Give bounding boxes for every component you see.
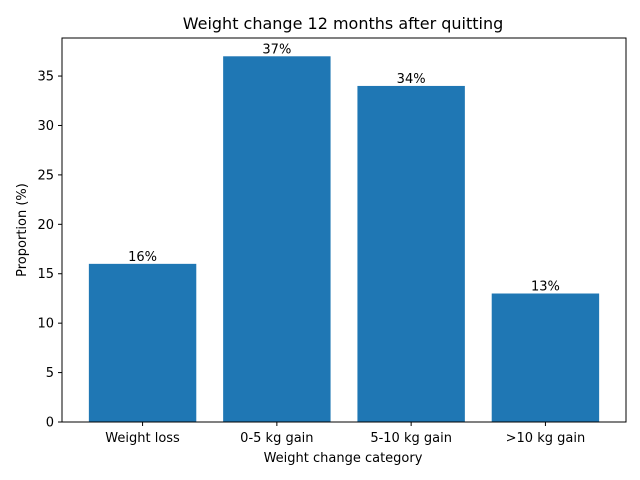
y-axis-ticks: 0 5 10 15 20 25 30 35 xyxy=(37,70,62,431)
y-tick-label-3: 15 xyxy=(37,267,54,282)
data-label-3: 13% xyxy=(531,280,560,295)
bar-1 xyxy=(223,56,331,422)
x-tick-label-0: Weight loss xyxy=(105,431,180,446)
y-axis-label: Proportion (%) xyxy=(15,183,30,277)
x-axis-label: Weight change category xyxy=(264,451,423,466)
data-labels-layer: 16% 37% 34% 13% xyxy=(128,42,560,294)
chart-title: Weight change 12 months after quitting xyxy=(183,14,504,33)
data-label-2: 34% xyxy=(397,72,426,87)
y-tick-label-4: 20 xyxy=(37,218,54,233)
data-label-1: 37% xyxy=(262,42,291,57)
data-label-0: 16% xyxy=(128,250,157,265)
bar-3 xyxy=(491,293,600,422)
x-axis-ticks: Weight loss 0-5 kg gain 5-10 kg gain >10 kg… xyxy=(105,422,585,446)
x-tick-label-2: 5-10 kg gain xyxy=(370,431,452,446)
y-tick-label-2: 10 xyxy=(37,317,54,332)
y-tick-label-5: 25 xyxy=(37,168,54,183)
y-tick-label-1: 5 xyxy=(46,366,54,381)
bars-layer xyxy=(88,56,600,422)
x-tick-label-3: >10 kg gain xyxy=(506,431,586,446)
bar-2 xyxy=(357,85,465,422)
y-tick-label-6: 30 xyxy=(37,119,54,134)
x-tick-label-1: 0-5 kg gain xyxy=(240,431,313,446)
bar-0 xyxy=(88,263,197,422)
y-tick-label-7: 35 xyxy=(37,70,54,85)
plot-frame xyxy=(61,37,627,423)
y-tick-label-0: 0 xyxy=(46,416,54,431)
